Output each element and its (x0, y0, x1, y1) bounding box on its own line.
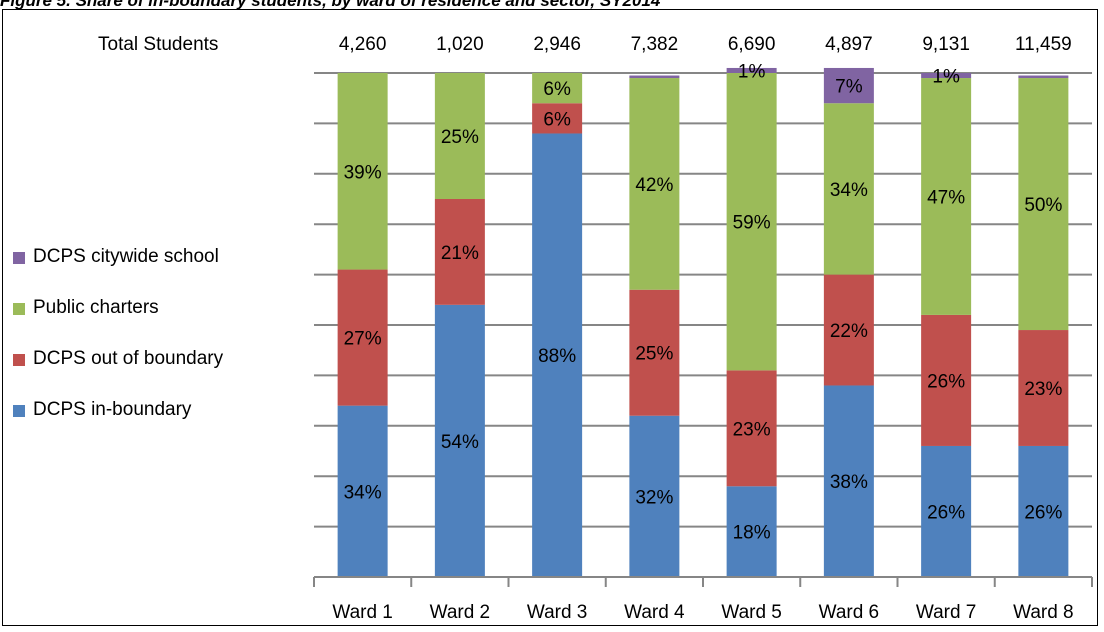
data-label: 23% (733, 419, 771, 440)
data-label: 88% (538, 346, 576, 367)
bar-segment (921, 73, 972, 79)
bar-segment (1018, 445, 1069, 577)
chart-plot: 34% 27% 39% 54% 21% 25% 88% 6% 6% 32% 25% 42% 18% 23%… (98, 34, 1093, 623)
bar-segment (629, 415, 680, 577)
data-label: 54% (441, 432, 479, 453)
data-label: 7% (835, 77, 863, 98)
bar-segment (1018, 78, 1069, 331)
bar-segment (337, 405, 388, 577)
data-label: 26% (1024, 502, 1062, 523)
data-label: 18% (733, 523, 771, 544)
total-students-value: 4,897 (825, 34, 873, 55)
data-label: 34% (830, 180, 868, 201)
legend-swatch-charters (13, 303, 25, 315)
bar-segment (726, 486, 777, 577)
bar-segment (823, 103, 874, 275)
bar-segment (337, 269, 388, 406)
category-label: Ward 8 (1013, 602, 1074, 623)
legend-item-charters: Public charters (13, 297, 313, 323)
data-label: 26% (927, 371, 965, 392)
bar-segment (1018, 75, 1069, 79)
total-students-value: 6,690 (728, 34, 776, 55)
total-students-value: 11,459 (1015, 34, 1072, 55)
data-label: 42% (635, 175, 673, 196)
total-students-value: 4,260 (339, 34, 387, 55)
total-students-label: Total Students (98, 34, 218, 55)
bar-segment (823, 385, 874, 577)
legend-swatch-in-boundary (13, 405, 25, 417)
data-label: 22% (830, 321, 868, 342)
bar-segment (823, 274, 874, 386)
data-label: 50% (1024, 195, 1062, 216)
bar-segment (434, 199, 485, 305)
category-label: Ward 4 (624, 602, 685, 623)
bar-segment (532, 133, 583, 577)
legend-label-in-boundary: DCPS in-boundary (33, 399, 192, 420)
data-label: 25% (635, 344, 673, 365)
chart-area: 34% 27% 39% 54% 21% 25% 88% 6% 6% 32% 25% 42% 18% 23%… (2, 9, 1098, 626)
category-label: Ward 2 (430, 602, 491, 623)
bar-segment (434, 304, 485, 577)
legend-item-citywide: DCPS citywide school (13, 246, 313, 272)
legend-swatch-out-of-boundary (13, 354, 25, 366)
legend-label-citywide: DCPS citywide school (33, 246, 219, 267)
data-label: 6% (543, 109, 571, 130)
bar-segment (629, 75, 680, 79)
legend-label-out-of-boundary: DCPS out of boundary (33, 348, 224, 369)
category-label: Ward 1 (332, 602, 393, 623)
bar-segment (921, 445, 972, 577)
bar-segment (532, 103, 583, 134)
bar-segment (337, 73, 388, 270)
bar-segment (726, 73, 777, 371)
bar-segment (629, 78, 680, 290)
bar-segment (1018, 330, 1069, 446)
legend-label-charters: Public charters (33, 297, 159, 318)
total-students-value: 7,382 (631, 34, 679, 55)
category-label: Ward 3 (527, 602, 588, 623)
data-label: 38% (830, 472, 868, 493)
data-label: 34% (344, 482, 382, 503)
bar-segment (921, 78, 972, 315)
data-label: 23% (1024, 379, 1062, 400)
data-label: 59% (733, 213, 771, 234)
total-students-value: 1,020 (436, 34, 484, 55)
bar-segment (921, 314, 972, 446)
data-label: 21% (441, 243, 479, 264)
total-students-value: 9,131 (922, 34, 970, 55)
total-students-value: 2,946 (533, 34, 581, 55)
data-label: 39% (344, 162, 382, 183)
bar-segment (823, 67, 874, 104)
data-label: 26% (927, 502, 965, 523)
data-label: 27% (344, 329, 382, 350)
data-label: 1% (932, 67, 960, 88)
data-label: 6% (543, 79, 571, 100)
bar-segment (629, 289, 680, 416)
chart-title: Figure 5. Share of in-boundary students,… (0, 0, 661, 10)
bar-segment (434, 73, 485, 199)
bar-segment (726, 370, 777, 487)
bar-segment (532, 73, 583, 104)
data-label: 1% (738, 61, 766, 82)
bar-segment (726, 67, 777, 73)
data-label: 25% (441, 127, 479, 148)
category-label: Ward 7 (916, 602, 977, 623)
data-label: 32% (635, 487, 673, 508)
legend-item-out-of-boundary: DCPS out of boundary (13, 348, 313, 374)
chart-legend: DCPS citywide school Public charters DCP… (13, 246, 313, 450)
legend-item-in-boundary: DCPS in-boundary (13, 399, 313, 425)
data-label: 47% (927, 187, 965, 208)
legend-swatch-citywide (13, 252, 25, 264)
category-label: Ward 6 (819, 602, 880, 623)
category-label: Ward 5 (721, 602, 782, 623)
